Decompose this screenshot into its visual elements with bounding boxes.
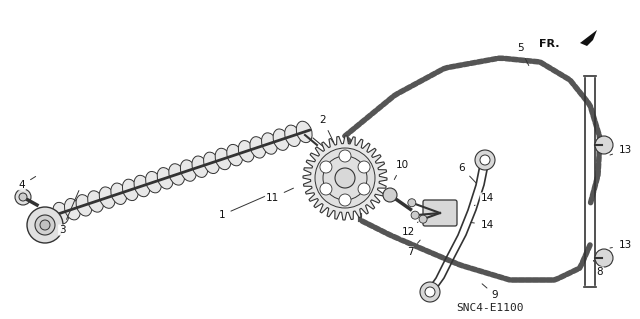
Polygon shape <box>303 136 387 220</box>
Text: 11: 11 <box>266 188 294 203</box>
Ellipse shape <box>262 133 277 154</box>
Ellipse shape <box>285 125 301 146</box>
Circle shape <box>358 161 370 173</box>
Circle shape <box>383 188 397 202</box>
Text: 10: 10 <box>394 160 408 180</box>
Circle shape <box>420 282 440 302</box>
Ellipse shape <box>157 167 173 189</box>
Ellipse shape <box>238 141 254 162</box>
Ellipse shape <box>146 171 161 193</box>
Ellipse shape <box>180 160 196 181</box>
Circle shape <box>35 215 55 235</box>
Text: 14: 14 <box>471 220 493 230</box>
Circle shape <box>595 249 613 267</box>
Ellipse shape <box>273 129 289 150</box>
Text: 3: 3 <box>59 190 79 235</box>
Circle shape <box>335 168 355 188</box>
Text: FR.: FR. <box>540 39 560 49</box>
Ellipse shape <box>204 152 220 174</box>
Ellipse shape <box>169 164 184 185</box>
Ellipse shape <box>88 191 104 212</box>
Circle shape <box>425 287 435 297</box>
Circle shape <box>408 199 416 207</box>
Ellipse shape <box>227 145 243 166</box>
Text: 9: 9 <box>482 284 499 300</box>
Polygon shape <box>580 30 597 46</box>
Ellipse shape <box>192 156 208 177</box>
Circle shape <box>339 194 351 206</box>
Circle shape <box>27 207 63 243</box>
Circle shape <box>480 155 490 165</box>
Text: 6: 6 <box>459 163 476 183</box>
Circle shape <box>323 156 367 200</box>
Circle shape <box>339 150 351 162</box>
Ellipse shape <box>111 183 127 204</box>
FancyBboxPatch shape <box>423 200 457 226</box>
Circle shape <box>320 161 332 173</box>
Text: 2: 2 <box>320 115 334 143</box>
Text: 5: 5 <box>516 43 529 65</box>
Circle shape <box>315 148 375 208</box>
Circle shape <box>595 136 613 154</box>
Ellipse shape <box>250 137 266 158</box>
Circle shape <box>358 183 370 195</box>
Text: 4: 4 <box>19 176 36 190</box>
Text: 13: 13 <box>610 240 632 250</box>
Ellipse shape <box>134 175 150 197</box>
Text: 7: 7 <box>406 240 420 257</box>
Ellipse shape <box>76 195 92 216</box>
Circle shape <box>411 211 419 219</box>
Ellipse shape <box>122 179 138 201</box>
Text: 1: 1 <box>219 196 266 220</box>
Text: 14: 14 <box>474 193 493 205</box>
Circle shape <box>19 193 27 201</box>
Ellipse shape <box>296 121 312 143</box>
Ellipse shape <box>65 198 80 220</box>
Ellipse shape <box>53 202 68 224</box>
Circle shape <box>40 220 50 230</box>
Ellipse shape <box>215 148 231 170</box>
Circle shape <box>320 183 332 195</box>
Circle shape <box>475 150 495 170</box>
Text: 8: 8 <box>593 260 604 277</box>
Text: 13: 13 <box>610 145 632 155</box>
Text: 12: 12 <box>401 222 418 237</box>
Ellipse shape <box>99 187 115 208</box>
Circle shape <box>15 189 31 205</box>
Text: SNC4-E1100: SNC4-E1100 <box>456 303 524 313</box>
Circle shape <box>419 215 427 223</box>
